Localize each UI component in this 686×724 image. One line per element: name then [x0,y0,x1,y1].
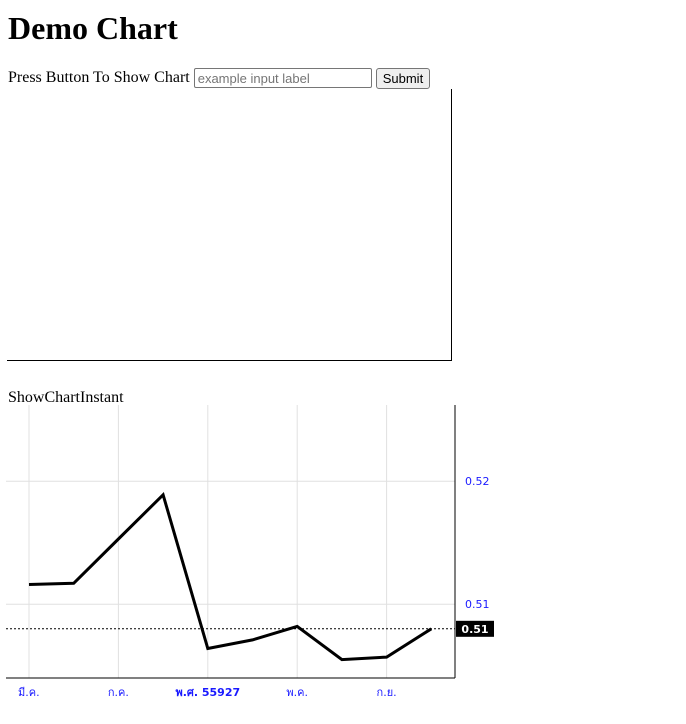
y-axis-labels: 0.52 0.51 [465,475,490,611]
last-value-label: 0.51 [461,623,488,636]
label-input[interactable] [193,68,372,88]
x-tick-label: ก.ย. [377,686,397,699]
chart-axes [6,405,456,679]
x-tick-label: พ.ค. [286,686,308,699]
y-tick-label: 0.51 [465,598,490,611]
x-tick-label: มี.ค. [18,686,40,699]
controls-row: Press Button To Show Chart Submit [8,67,431,89]
y-tick-label: 0.52 [465,475,490,488]
series-line [28,491,433,662]
instant-chart-label: ShowChartInstant [8,389,124,406]
page-title: Demo Chart [8,10,178,46]
chart-series [28,491,433,662]
submit-button[interactable]: Submit [375,67,431,89]
x-axis-labels: มี.ค. ก.ค. พ.ศ. 55927 พ.ค. ก.ย. [18,686,397,699]
show-chart-prompt: Press Button To Show Chart [8,69,190,86]
chart-grid [6,405,455,678]
x-tick-label: พ.ศ. 55927 [175,686,240,699]
x-tick-label: ก.ค. [108,686,129,699]
instant-chart[interactable]: 0.52 0.51 มี.ค. ก.ค. พ.ศ. 55927 พ.ค. ก.ย. 0.5… [0,405,686,724]
last-value-badge [456,620,494,637]
last-value-marker: 0.51 [456,620,494,637]
empty-chart-area [7,89,452,361]
